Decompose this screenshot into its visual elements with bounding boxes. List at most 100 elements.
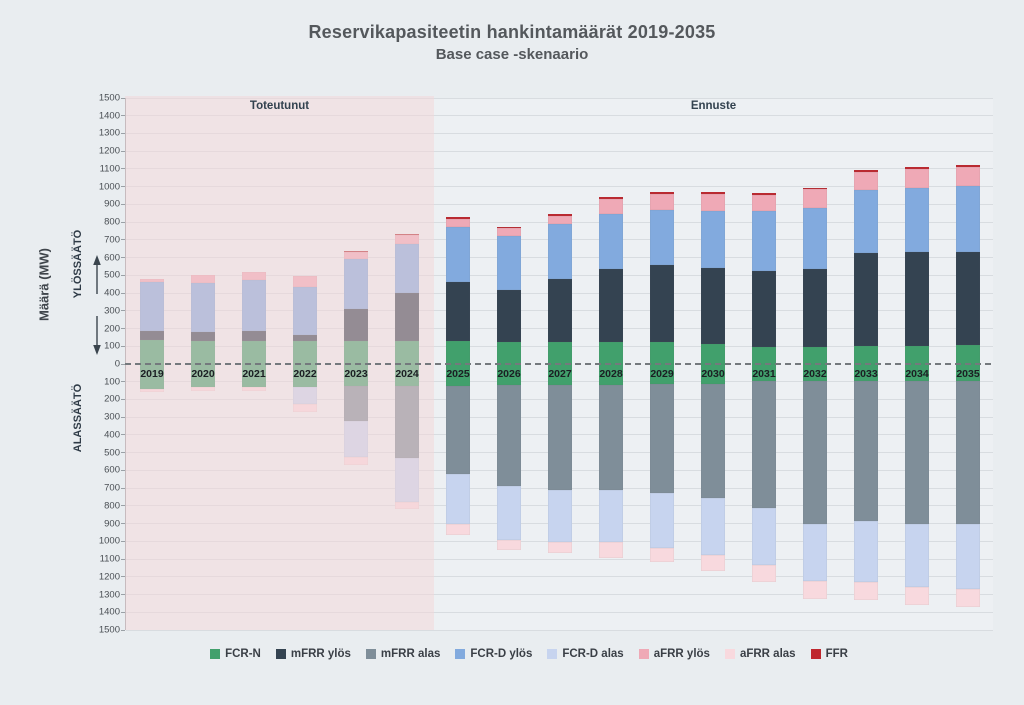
zero-dashed-line (125, 363, 993, 365)
year-label: 2030 (701, 368, 725, 380)
axis-tick (121, 292, 125, 294)
axis-tick (121, 221, 125, 223)
bar-segment-fcr-n (854, 346, 878, 364)
gridline (126, 150, 993, 152)
y-tick-label: 500 (104, 447, 120, 459)
bar-segment-afrr-yl-s (599, 199, 623, 215)
bar-segment-fcr-d-yl-s (446, 227, 470, 283)
legend-swatch-icon (724, 649, 735, 659)
legend-swatch-icon (455, 649, 466, 659)
axis-tick (121, 239, 125, 241)
bar-segment-fcr-d-yl-s (548, 223, 572, 279)
y-tick-label: 800 (104, 216, 120, 228)
axis-tick (121, 115, 125, 117)
bar-segment-fcr-n (650, 341, 674, 364)
bar-segment-ffr (803, 187, 827, 190)
chart-title: Reservikapasiteetin hankintamäärät 2019-… (308, 22, 716, 42)
bar-segment-ffr (752, 192, 776, 195)
bar-segment-ffr (497, 226, 521, 229)
bar-segment-fcr-d-yl-s (650, 209, 674, 265)
y-axis-title: Määrä (MW) (36, 248, 52, 321)
bar-segment-ffr (548, 214, 572, 216)
legend-item-afrr-alas: aFRR alas (724, 648, 796, 660)
y-tick-label: 1100 (99, 163, 120, 175)
bar-segment-ffr (701, 191, 725, 194)
bar-segment-fcr-n (803, 347, 827, 364)
legend-swatch-icon (638, 649, 649, 659)
bar-segment-afrr-alas (956, 589, 980, 607)
axis-tick (121, 381, 125, 383)
axis-tick (121, 505, 125, 507)
bar-segment-fcr-n (854, 364, 878, 381)
bar-segment-fcr-n (599, 341, 623, 364)
up-arrow-icon (93, 255, 101, 294)
y-tick-label: 900 (104, 198, 120, 210)
gridline (126, 168, 993, 170)
bar-segment-fcr-d-yl-s (905, 187, 929, 253)
gridline (126, 132, 993, 134)
bar-segment-mfrr-alas (701, 384, 725, 498)
gridline (126, 611, 993, 613)
bar-segment-afrr-alas (803, 581, 827, 599)
legend-item-fcr-d-alas: FCR-D alas (547, 648, 624, 660)
down-regulation-label: ALASSÄÄTÖ (72, 383, 84, 453)
bar-segment-fcr-n (905, 364, 929, 381)
y-tick-label: 200 (104, 323, 120, 335)
bar-segment-fcr-n (752, 364, 776, 381)
legend-swatch-icon (810, 649, 821, 659)
legend-item-mfrr-yl-s: mFRR ylös (275, 648, 351, 660)
bar-segment-fcr-n (956, 345, 980, 364)
bar-segment-fcr-n (752, 347, 776, 364)
bar-segment-mfrr-alas (599, 385, 623, 490)
legend-swatch-icon (365, 649, 376, 659)
axis-tick (121, 186, 125, 188)
bar-segment-ffr (599, 197, 623, 200)
bar-segment-fcr-n (701, 343, 725, 364)
bar-segment-afrr-yl-s (854, 171, 878, 191)
axis-tick (121, 97, 125, 99)
bar-segment-fcr-n (446, 364, 470, 387)
bar-segment-afrr-alas (548, 542, 572, 553)
y-tick-label: 0 (114, 358, 120, 370)
bar-segment-fcr-d-alas (497, 486, 521, 541)
year-label: 2029 (650, 368, 674, 380)
bar-segment-fcr-d-alas (803, 523, 827, 582)
axis-tick (121, 363, 125, 365)
y-tick-label: 200 (104, 393, 120, 405)
bar-segment-afrr-yl-s (803, 189, 827, 208)
y-tick-label: 1000 (98, 535, 120, 547)
axis-tick (121, 487, 125, 489)
bar-segment-fcr-n (701, 364, 725, 385)
legend-swatch-icon (210, 649, 221, 659)
year-label: 2023 (344, 368, 368, 380)
bar-segment-ffr (650, 191, 674, 194)
bar-segment-fcr-d-alas (446, 473, 470, 525)
year-label: 2035 (956, 368, 980, 380)
gridline (126, 558, 993, 560)
axis-tick (121, 540, 125, 542)
axis-tick (121, 168, 125, 170)
year-label: 2034 (905, 368, 929, 380)
legend-label: FCR-D ylös (470, 648, 533, 660)
bar-segment-afrr-alas (854, 582, 878, 600)
y-tick-label: 1300 (98, 127, 120, 139)
bar-segment-ffr (956, 165, 980, 168)
axis-tick (121, 594, 125, 596)
bar-segment-fcr-d-yl-s (956, 185, 980, 253)
bar-segment-fcr-d-yl-s (752, 211, 776, 271)
gridline (126, 186, 993, 188)
axis-tick (121, 469, 125, 471)
legend-item-afrr-yl-s: aFRR ylös (638, 648, 710, 660)
gridline (126, 203, 993, 205)
bar-segment-fcr-d-alas (956, 524, 980, 590)
bar-segment-afrr-alas (905, 587, 929, 606)
bar-segment-afrr-alas (650, 547, 674, 562)
bar-segment-mfrr-yl-s (497, 289, 521, 342)
bar-segment-fcr-n (650, 364, 674, 385)
bar-segment-afrr-alas (497, 540, 521, 551)
bar-segment-mfrr-alas (854, 380, 878, 521)
y-tick-label: 700 (104, 234, 120, 246)
y-tick-label: 300 (104, 411, 120, 423)
axis-tick (121, 629, 125, 631)
y-tick-label: 1400 (98, 110, 120, 122)
